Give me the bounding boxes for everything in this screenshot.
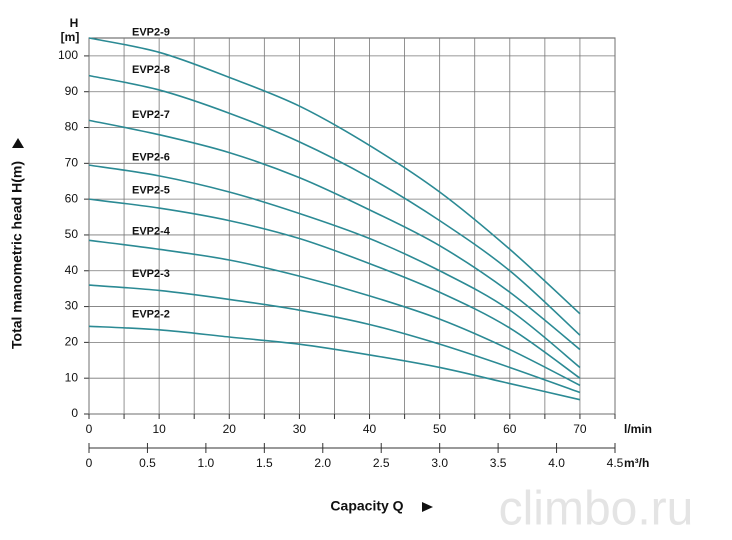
curve-label: EVP2-6 bbox=[132, 151, 170, 163]
curve-label: EVP2-3 bbox=[132, 268, 170, 280]
x2-tick-label: 1.0 bbox=[198, 456, 215, 470]
x2-tick-label: 2.0 bbox=[314, 456, 331, 470]
x2-tick-label: 0 bbox=[86, 456, 93, 470]
x2-tick-label: 3.0 bbox=[431, 456, 448, 470]
x-tick-label: 60 bbox=[503, 422, 517, 436]
pump-curve bbox=[88, 164, 581, 369]
y-tick-label: 50 bbox=[65, 227, 79, 241]
x2-tick-label: 4.0 bbox=[548, 456, 565, 470]
x2-tick-label: 0.5 bbox=[139, 456, 156, 470]
x2-tick-label: 2.5 bbox=[373, 456, 390, 470]
x2-unit: m³/h bbox=[624, 456, 649, 470]
pump-curve bbox=[88, 37, 581, 315]
watermark: climbo.ru bbox=[499, 483, 694, 535]
x-tick-label: 20 bbox=[223, 422, 237, 436]
y-tick-label: 10 bbox=[65, 370, 79, 384]
x-tick-label: 40 bbox=[363, 422, 377, 436]
x-unit: l/min bbox=[624, 422, 652, 436]
x2-tick-label: 4.5 bbox=[607, 456, 624, 470]
pump-curve bbox=[88, 284, 581, 394]
y-tick-label: 70 bbox=[65, 156, 79, 170]
pump-curve bbox=[88, 325, 581, 401]
curve-label: EVP2-9 bbox=[132, 27, 170, 39]
curve-label: EVP2-7 bbox=[132, 109, 170, 121]
x-tick-label: 30 bbox=[293, 422, 307, 436]
pump-curve bbox=[88, 239, 581, 387]
pump-curve bbox=[88, 119, 581, 351]
y-tick-label: 90 bbox=[65, 84, 79, 98]
y-unit-top: H bbox=[70, 16, 79, 30]
pump-curve bbox=[88, 198, 581, 379]
y-tick-label: 0 bbox=[71, 406, 78, 420]
x-axis-title: Capacity Q bbox=[330, 498, 403, 514]
y-tick-label: 30 bbox=[65, 299, 79, 313]
y-arrow bbox=[12, 138, 24, 148]
y-tick-label: 100 bbox=[58, 48, 78, 62]
x-tick-label: 50 bbox=[433, 422, 447, 436]
x-tick-label: 70 bbox=[573, 422, 587, 436]
y-tick-label: 20 bbox=[65, 335, 79, 349]
curve-label: EVP2-4 bbox=[132, 226, 171, 238]
y-tick-label: 40 bbox=[65, 263, 79, 277]
x2-tick-label: 1.5 bbox=[256, 456, 273, 470]
x-arrow bbox=[422, 502, 433, 512]
y-tick-label: 60 bbox=[65, 191, 79, 205]
y-unit: [m] bbox=[61, 30, 80, 44]
x-tick-label: 0 bbox=[86, 422, 93, 436]
y-axis-title: Total manometric head H(m) bbox=[9, 161, 25, 349]
curve-label: EVP2-8 bbox=[132, 64, 170, 76]
pump-curve bbox=[88, 74, 581, 336]
curve-label: EVP2-2 bbox=[132, 308, 170, 320]
x-tick-label: 10 bbox=[152, 422, 166, 436]
curve-label: EVP2-5 bbox=[132, 184, 170, 196]
y-tick-label: 80 bbox=[65, 120, 79, 134]
x2-tick-label: 3.5 bbox=[490, 456, 507, 470]
